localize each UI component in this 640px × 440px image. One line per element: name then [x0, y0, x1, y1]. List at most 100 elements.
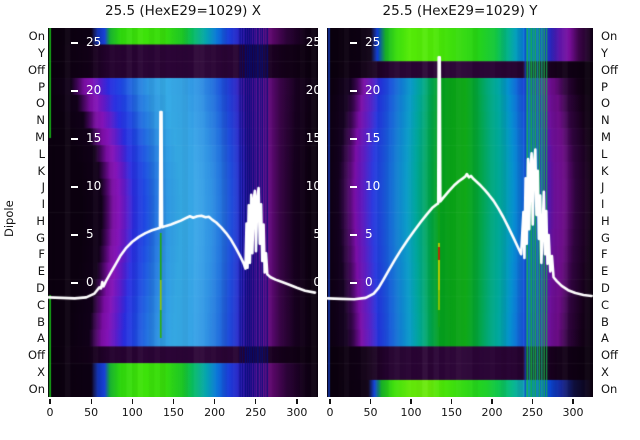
heatmap-canvas-x [48, 28, 318, 397]
row-label-left-d-15: D [36, 280, 45, 295]
y-tick-edge-label: 5 [313, 227, 318, 241]
x-tick-mark [450, 399, 453, 404]
y-tick-dash [71, 186, 78, 188]
row-label-right-on-21: On [601, 381, 618, 396]
row-label-left-e-14: E [37, 264, 45, 279]
row-label-left-c-16: C [36, 297, 45, 312]
x-tick-mark [172, 399, 175, 404]
row-label-right-b-17: B [601, 314, 609, 329]
row-label-left-on-0: On [28, 29, 45, 44]
y-tick-dash [71, 138, 78, 140]
x-tick-label: 250 [522, 406, 543, 419]
y-tick-dash [71, 90, 78, 92]
x-tick-mark [410, 399, 412, 404]
y-tick-dash [350, 282, 357, 284]
x-tick-label: 300 [562, 406, 584, 419]
row-label-left-x-20: X [37, 364, 45, 379]
row-label-right-m-6: M [601, 130, 611, 145]
row-label-left-b-17: B [37, 314, 45, 329]
row-label-right-k-8: K [601, 163, 609, 178]
y-tick-dash [350, 186, 357, 188]
y-tick-edge-label: 10 [305, 179, 318, 193]
x-tick-mark [131, 399, 133, 404]
row-label-left-off-2: Off [28, 62, 45, 77]
y-tick-edge-label: 20 [305, 83, 318, 97]
row-label-right-off-2: Off [601, 62, 618, 77]
y-tick-dash [350, 90, 357, 92]
x-tick-mark [531, 399, 534, 404]
row-label-left-k-8: K [37, 163, 45, 178]
row-label-left-h-11: H [36, 213, 45, 228]
row-label-right-p-3: P [601, 79, 608, 94]
y-tick-dash [71, 282, 78, 284]
y-tick-dash [71, 234, 78, 236]
x-tick-label: 150 [162, 406, 184, 419]
x-tick-label: 50 [363, 406, 378, 419]
row-label-right-e-14: E [601, 264, 609, 279]
x-tick-mark [90, 399, 92, 404]
row-label-left-j-9: J [41, 180, 45, 195]
row-label-left-f-13: F [38, 247, 45, 262]
y-tick-edge-label: 25 [305, 35, 318, 49]
row-label-right-o-4: O [601, 96, 611, 111]
heatmap-canvas-y [327, 28, 593, 397]
y-tick-label: 25 [365, 35, 381, 49]
row-label-right-d-15: D [601, 280, 610, 295]
row-label-left-p-3: P [38, 79, 45, 94]
x-tick-mark [491, 399, 493, 404]
y-tick-label: 15 [86, 131, 102, 145]
row-label-right-g-12: G [601, 230, 610, 245]
x-tick-mark [214, 399, 216, 404]
heatmap-panel-x [48, 28, 318, 397]
row-label-left-y-1: Y [37, 46, 45, 61]
x-tick-label: 200 [204, 406, 226, 419]
y-tick-dash [350, 42, 357, 44]
y-tick-label: 15 [365, 131, 381, 145]
row-label-right-i-10: I [601, 197, 605, 212]
row-label-right-c-16: C [601, 297, 610, 312]
y-tick-label: 20 [365, 83, 381, 97]
y-tick-label: 10 [365, 179, 381, 193]
x-tick-label: 200 [481, 406, 503, 419]
row-label-right-y-1: Y [601, 46, 609, 61]
row-label-right-j-9: J [601, 180, 605, 195]
row-label-right-x-20: X [601, 364, 609, 379]
row-label-left-on-21: On [28, 381, 45, 396]
x-tick-mark [255, 399, 257, 404]
row-label-right-a-18: A [601, 331, 609, 346]
row-label-left-o-4: O [35, 96, 45, 111]
row-label-left-l-7: L [38, 146, 45, 161]
y-tick-dash [350, 234, 357, 236]
x-tick-label: 100 [121, 406, 143, 419]
y-tick-edge-label: 15 [305, 131, 318, 145]
row-label-left-g-12: G [36, 230, 45, 245]
y-tick-dash [71, 42, 78, 44]
row-label-right-l-7: L [601, 146, 608, 161]
row-label-right-h-11: H [601, 213, 610, 228]
y-tick-label: 20 [86, 83, 102, 97]
panel-y-title: 25.5 (HexE29=1029) Y [382, 3, 538, 19]
y-tick-label: 5 [86, 227, 94, 241]
y-tick-label: 0 [365, 275, 373, 289]
x-tick-mark [49, 399, 51, 404]
x-tick-label: 50 [84, 406, 99, 419]
x-tick-label: 250 [245, 406, 267, 419]
row-label-left-m-6: M [35, 130, 45, 145]
row-label-right-on-0: On [601, 29, 618, 44]
x-tick-mark [329, 399, 331, 404]
x-tick-mark [572, 399, 574, 404]
row-label-right-off-19: Off [601, 348, 618, 363]
y-tick-dash [350, 138, 357, 140]
row-label-left-off-19: Off [28, 348, 45, 363]
row-label-right-f-13: F [601, 247, 608, 262]
row-label-left-i-10: I [41, 197, 45, 212]
y-tick-label: 25 [86, 35, 102, 49]
y-tick-edge-label: 0 [313, 275, 318, 289]
x-tick-label: 0 [46, 406, 54, 419]
y-tick-label: 0 [86, 275, 94, 289]
row-label-left-n-5: N [36, 113, 45, 128]
y-tick-label: 10 [86, 179, 102, 193]
x-tick-mark [296, 399, 298, 404]
x-tick-label: 300 [286, 406, 308, 419]
